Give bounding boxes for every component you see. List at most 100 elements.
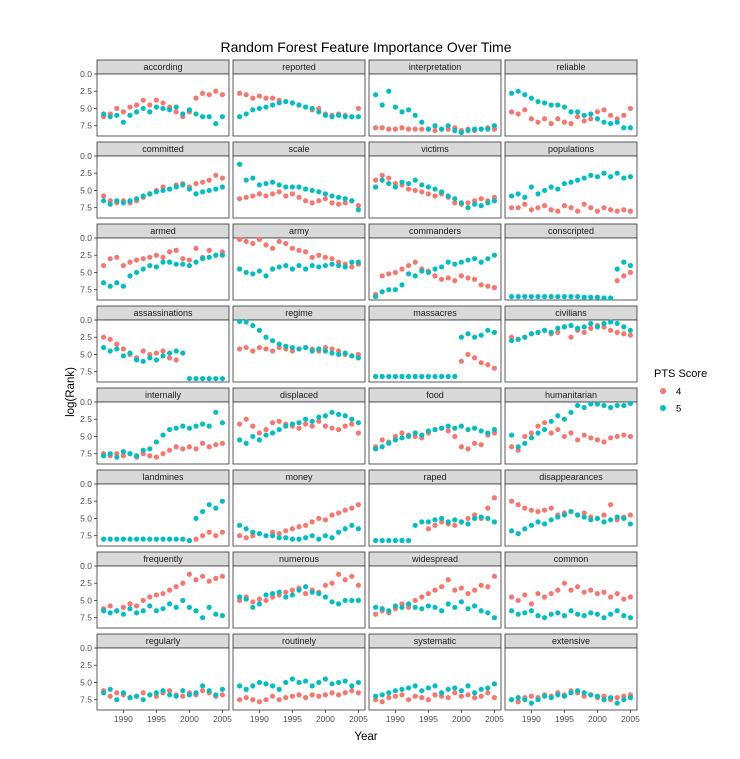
x-tick-label: 2005 (485, 714, 504, 724)
pts5-point (283, 535, 289, 541)
pts5-point (167, 601, 173, 607)
pts5-point (322, 533, 328, 539)
pts5-point (289, 344, 295, 351)
pts5-point (458, 688, 464, 694)
pts4-point (575, 208, 581, 214)
pts5-point (406, 107, 412, 113)
pts5-point (472, 515, 478, 522)
pts5-point (542, 693, 548, 699)
pts4-point (465, 275, 471, 281)
pts4-point (127, 259, 133, 265)
pts5-point (452, 261, 458, 267)
pts5-point (127, 112, 133, 118)
pts5-point (399, 686, 405, 692)
pts4-point (568, 205, 574, 211)
pts4-point (478, 282, 484, 288)
pts4-point (263, 346, 269, 352)
pts5-point (445, 259, 451, 265)
pts5-point (439, 126, 445, 132)
pts5-point (472, 603, 478, 609)
y-tick-label: 5.0 (80, 513, 92, 523)
pts5-point (322, 348, 328, 354)
pts5-point (379, 692, 385, 698)
pts4-point (336, 692, 342, 698)
pts5-point (329, 409, 335, 415)
pts5-point (303, 416, 309, 422)
pts5-point (614, 514, 620, 520)
pts4-point (256, 430, 262, 436)
pts5-point (522, 293, 528, 300)
pts4-point (349, 264, 355, 270)
pts5-point (316, 679, 322, 686)
pts5-point (309, 187, 315, 194)
pts5-point (627, 327, 634, 333)
pts5-point (386, 180, 392, 187)
pts5-point (140, 608, 146, 614)
pts5-point (134, 693, 140, 699)
pts4-point (193, 245, 199, 251)
pts4-point (458, 273, 464, 279)
pts4-point (322, 517, 328, 523)
pts5-point (581, 613, 587, 619)
pts5-point (180, 350, 186, 356)
pts4-point (193, 180, 199, 187)
pts5-point (568, 409, 574, 415)
pts5-point (206, 375, 212, 382)
pts5-point (627, 262, 634, 269)
pts5-point (127, 536, 133, 542)
pts4-point (219, 92, 225, 98)
pts5-point (373, 184, 379, 190)
pts4-point (535, 205, 541, 211)
pts5-point (243, 177, 249, 183)
pts5-point (439, 189, 445, 195)
pts5-point (412, 373, 418, 380)
pts5-point (412, 177, 418, 183)
pts4-point (555, 587, 561, 593)
pts4-point (528, 116, 535, 122)
x-tick-label: 1990 (250, 714, 269, 724)
pts5-point (160, 105, 166, 112)
pts4-point (322, 196, 328, 202)
pts4-point (289, 191, 295, 197)
pts5-point (485, 200, 491, 206)
pts5-point (193, 111, 199, 117)
pts4-point (465, 590, 471, 597)
pts5-point (588, 320, 594, 327)
facet-strip-label: army (289, 226, 309, 236)
pts5-point (243, 686, 249, 692)
pts5-point (147, 109, 153, 115)
pts4-point (140, 348, 146, 354)
pts5-point (452, 196, 458, 202)
pts4-point (289, 693, 295, 699)
pts5-point (127, 198, 133, 204)
facet-systematic: systematic (368, 633, 502, 711)
pts5-point (555, 692, 561, 698)
pts5-point (296, 679, 302, 686)
pts5-point (349, 114, 355, 120)
pts4-point (575, 114, 581, 120)
facet-plot-area (368, 483, 502, 547)
pts5-point (373, 693, 379, 699)
pts5-point (542, 521, 548, 527)
pts4-point (270, 95, 276, 101)
pts5-point (303, 266, 309, 272)
y-tick-label: 2.5 (80, 496, 92, 506)
pts5-point (478, 514, 484, 520)
x-axis-title: Year (354, 731, 377, 743)
pts5-point (127, 606, 133, 612)
pts5-point (120, 200, 126, 206)
x-tick-label: 1990 (114, 714, 133, 724)
pts5-point (270, 102, 276, 108)
y-tick-label: 2.5 (80, 332, 92, 342)
pts5-point (588, 172, 594, 178)
pts4-point (160, 348, 166, 354)
pts5-point (478, 259, 484, 265)
facet-scale: scale (232, 141, 366, 219)
facet-strip-label: armed (150, 226, 176, 236)
pts5-point (180, 261, 186, 267)
pts4-point (329, 580, 335, 586)
pts4-point (465, 515, 471, 522)
pts5-point (392, 373, 398, 380)
pts4-point (349, 573, 355, 579)
pts4-point (114, 341, 120, 347)
